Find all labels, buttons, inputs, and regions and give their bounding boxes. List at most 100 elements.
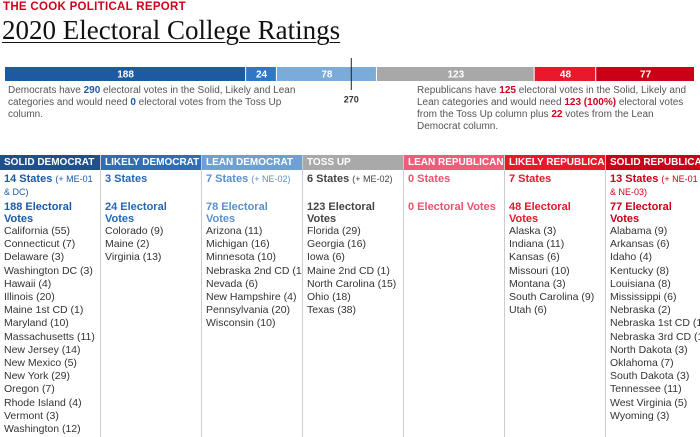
note-text: electoral votes from the Toss Up column. (8, 97, 282, 120)
state-count-extra: (+ ME-02) (352, 174, 393, 184)
state-item: Missouri (10) (509, 264, 570, 277)
note-emphasis: 125 (499, 85, 516, 96)
state-item: Ohio (18) (307, 291, 351, 304)
note-text: electoral votes in the Solid, Likely and… (417, 85, 687, 108)
state-item: Minnesota (10) (206, 251, 277, 264)
state-item: Idaho (4) (610, 251, 653, 264)
state-count: 7 States (505, 170, 605, 199)
state-count-text: 7 States (509, 173, 552, 185)
state-item: Hawaii (4) (4, 277, 52, 290)
rating-column: SOLID DEMOCRAT 14 States (+ ME-01 & DC) 18… (0, 155, 101, 437)
state-count: 7 States (+ NE-02) (202, 170, 302, 199)
democrat-note: Democrats have 290 electoral votes in th… (8, 85, 298, 121)
state-count-text: 14 States (4, 173, 53, 185)
state-item: New York (29) (4, 370, 70, 383)
state-count-text: 3 States (105, 173, 148, 185)
state-count-text: 7 States (206, 173, 249, 185)
state-item: New Mexico (5) (4, 357, 77, 370)
column-header: LEAN REPUBLICAN (404, 155, 504, 170)
state-item: Vermont (3) (4, 409, 59, 422)
state-item: South Carolina (9) (509, 291, 595, 304)
electoral-votes: 48 Electoral Votes (509, 201, 571, 225)
electoral-votes: 78 Electoral Votes (206, 201, 268, 225)
note-text: Republicans have (417, 85, 500, 96)
bar-segment (534, 67, 596, 81)
state-item: California (55) (4, 225, 70, 237)
state-item: North Carolina (15) (307, 277, 397, 290)
state-item: New Hampshire (4) (206, 291, 297, 304)
state-item: Nebraska (2) (610, 304, 671, 317)
bar-segment (246, 67, 276, 81)
state-item: Washington DC (3) (4, 264, 93, 277)
state-item: Wyoming (3) (610, 409, 670, 422)
state-item: Delaware (3) (4, 251, 65, 264)
rating-column: SOLID REPUBLICAN 13 States (+ NE-01 & NE-… (606, 155, 700, 437)
state-item: Kentucky (8) (610, 264, 669, 277)
state-item: Louisiana (8) (610, 277, 671, 290)
state-item: Virginia (13) (105, 251, 162, 264)
state-item: Kansas (6) (509, 251, 560, 264)
note-emphasis: 123 (100%) (564, 97, 617, 108)
state-item: Georgia (16) (307, 238, 366, 251)
state-count-text: 6 States (307, 173, 350, 185)
segment-label: 78 (321, 70, 333, 81)
note-emphasis: 290 (83, 85, 101, 96)
state-count: 13 States (+ NE-01 & NE-03) (606, 170, 700, 199)
rating-columns: SOLID DEMOCRAT 14 States (+ ME-01 & DC) 18… (0, 155, 700, 437)
rating-column: LEAN REPUBLICAN 0 States 0 Electoral Votes (404, 155, 505, 437)
bar-segment (596, 67, 694, 81)
state-item: Maryland (10) (4, 317, 69, 330)
state-item: Nebraska 1st CD (1) (610, 317, 700, 330)
column-header: SOLID DEMOCRAT (0, 155, 100, 170)
state-item: Texas (38) (307, 304, 357, 317)
state-item: Connecticut (7) (4, 238, 76, 251)
state-item: North Dakota (3) (610, 343, 688, 356)
electoral-votes: 188 Electoral Votes (4, 201, 72, 225)
state-item: Wisconsin (10) (206, 317, 276, 330)
segment-label: 24 (256, 70, 268, 81)
state-item: Tennessee (11) (610, 383, 682, 396)
rating-column: LEAN DEMOCRAT 7 States (+ NE-02) 78 Electo… (202, 155, 303, 437)
ratings-bar: 188 24 78 123 48 77 270 (5, 58, 694, 104)
rating-column: LIKELY REPUBLICAN 7 States 48 Electoral Vo… (505, 155, 606, 437)
state-count: 3 States (101, 170, 201, 199)
column-header: LEAN DEMOCRAT (202, 155, 302, 170)
segment-label: 77 (640, 70, 652, 81)
state-count-extra: (+ NE-02) (251, 174, 291, 184)
state-item: Alaska (3) (509, 225, 557, 237)
segment-label: 188 (117, 70, 134, 81)
state-item: South Dakota (3) (610, 370, 690, 383)
electoral-votes: 123 Electoral Votes (307, 201, 375, 225)
state-item: New Jersey (14) (4, 343, 81, 356)
state-count-extra: (+ ME-01 & DC) (4, 174, 93, 197)
state-item: Massachusetts (11) (4, 330, 95, 343)
republican-note: Republicans have 125 electoral votes in … (417, 85, 692, 133)
state-item: Maine 2nd CD (1) (307, 264, 390, 277)
state-item: Nebraska 3rd CD (1) (610, 330, 700, 343)
state-item: Washington (12) (4, 423, 81, 436)
state-item: Maine (2) (105, 238, 150, 251)
state-count: 0 States (404, 170, 504, 199)
state-item: West Virginia (5) (610, 396, 688, 409)
note-text: Democrats have (8, 85, 84, 96)
state-count-extra: (+ NE-01 & NE-03) (610, 174, 698, 197)
state-count-text: 13 States (610, 173, 659, 185)
brand: THE COOK POLITICAL REPORT (3, 1, 186, 13)
state-item: Arizona (11) (206, 225, 263, 237)
state-item: Arkansas (6) (610, 238, 670, 251)
note-text: electoral votes from the Toss Up column … (417, 97, 684, 120)
state-item: Alabama (9) (610, 225, 668, 237)
rating-column: TOSS UP 6 States (+ ME-02) 123 Electoral V… (303, 155, 404, 437)
electoral-votes: 0 Electoral Votes (408, 201, 496, 213)
page-title: 2020 Electoral College Ratings (2, 15, 341, 45)
note-emphasis: 0 (130, 97, 136, 108)
state-item: Utah (6) (509, 304, 547, 317)
rating-column: LIKELY DEMOCRAT 3 States 24 Electoral Vote… (101, 155, 202, 437)
state-item: Maine 1st CD (1) (4, 304, 84, 317)
column-header: SOLID REPUBLICAN (606, 155, 700, 170)
note-text: votes from the Lean Democrat column. (417, 109, 654, 132)
segment-label: 123 (447, 70, 464, 81)
bar-segment (376, 67, 534, 81)
bar-segment (5, 67, 246, 81)
